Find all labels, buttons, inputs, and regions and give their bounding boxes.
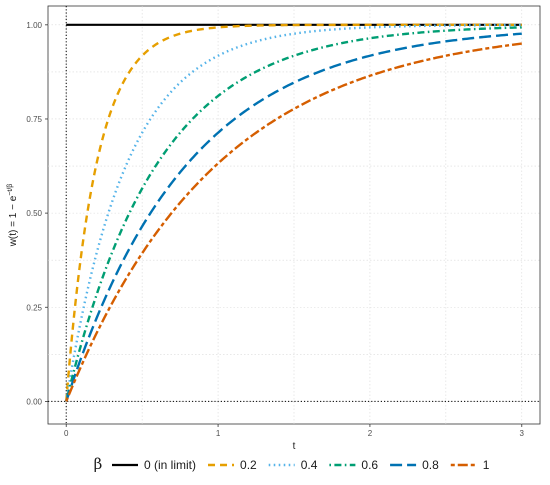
series-line-0-4 [65, 23, 522, 402]
series-lines [65, 23, 522, 402]
legend-item: 0 (in limit) [112, 458, 196, 472]
legend-item: 0.4 [268, 458, 318, 472]
legend-item: 0.8 [390, 458, 439, 472]
y-tick-label: 0.00 [26, 397, 42, 406]
legend-items: 0 (in limit) 0.2 0.4 0.6 0.8 1 [112, 458, 490, 472]
legend-label: 0.2 [240, 458, 257, 472]
legend-item: 0.2 [208, 458, 257, 472]
x-tick-label: 2 [368, 429, 373, 438]
y-axis-title: w(t) = 1 − e−t/β [7, 184, 19, 248]
x-axis-title: t [293, 441, 296, 452]
legend-label: 0 (in limit) [144, 458, 196, 472]
y-axis-title-exponent: −t/β [7, 184, 14, 196]
x-tick-label: 3 [520, 429, 525, 438]
x-tick-label: 1 [216, 429, 221, 438]
legend: β 0 (in limit) 0.2 0.4 0.6 0.8 1 [94, 455, 490, 473]
legend-label: 1 [483, 458, 490, 472]
series-line-0-6 [65, 26, 522, 402]
legend-title: β [94, 455, 103, 473]
y-tick-label: 1.00 [26, 21, 42, 30]
legend-item: 1 [450, 458, 490, 472]
y-tick-label: 0.25 [26, 303, 42, 312]
legend-item: 0.6 [329, 458, 378, 472]
reference-lines [48, 6, 540, 424]
y-tick-label: 0.50 [26, 209, 42, 218]
legend-label: 0.6 [361, 458, 378, 472]
legend-label: 0.8 [422, 458, 439, 472]
x-tick-label: 0 [64, 429, 69, 438]
series-line-0-8 [65, 32, 522, 402]
legend-label: 0.4 [301, 458, 318, 472]
axis-ticks: 0 1 2 3 0.00 0.25 0.50 0.75 1.00 [26, 21, 524, 438]
series-line-0-2 [65, 23, 522, 402]
y-axis-title-text: w(t) = 1 − e [8, 195, 19, 247]
y-tick-label: 0.75 [26, 115, 42, 124]
panel-background [47, 5, 541, 425]
